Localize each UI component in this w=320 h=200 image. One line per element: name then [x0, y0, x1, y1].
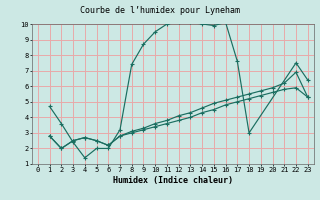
X-axis label: Humidex (Indice chaleur): Humidex (Indice chaleur)	[113, 176, 233, 185]
Text: Courbe de l’humidex pour Lyneham: Courbe de l’humidex pour Lyneham	[80, 6, 240, 15]
